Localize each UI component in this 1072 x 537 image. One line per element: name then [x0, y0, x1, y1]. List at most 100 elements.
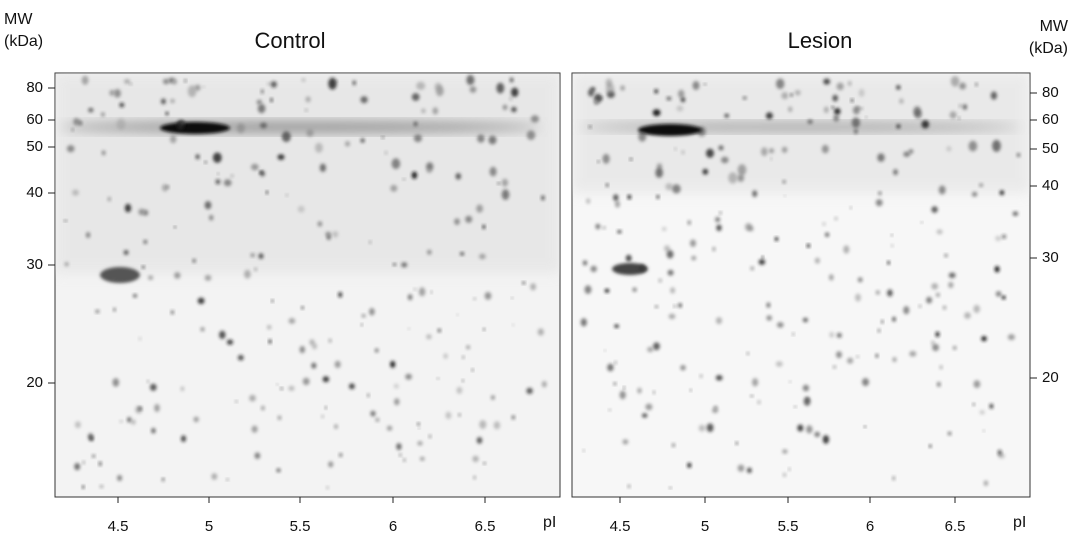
gel-spot	[403, 458, 406, 462]
gel-spot	[776, 78, 785, 90]
gel-spot	[345, 141, 350, 147]
gel-spot	[381, 136, 385, 139]
gel-spot	[652, 390, 656, 394]
gel-spot	[728, 172, 738, 184]
gel-spot	[655, 167, 663, 178]
gel-spot	[645, 403, 653, 411]
gel-spot	[501, 189, 510, 200]
gel-spot	[411, 171, 418, 179]
gel-spot	[112, 278, 115, 281]
gel-spot	[204, 201, 212, 210]
gel-spot	[747, 467, 752, 473]
panel-title: Lesion	[788, 28, 853, 53]
gel-spot	[814, 431, 820, 438]
gel-spot	[676, 105, 684, 112]
gel-spot	[211, 473, 218, 480]
y-tick-label: 50	[26, 138, 43, 155]
gel-spot	[170, 310, 175, 315]
gel-spot	[461, 379, 464, 383]
gel-spot	[793, 405, 797, 408]
gel-spot	[537, 328, 544, 336]
gel-spot	[476, 204, 483, 213]
gel-spot	[997, 449, 1002, 456]
gel-spot	[783, 194, 786, 197]
gel-spot	[170, 98, 175, 104]
gel-spot	[87, 433, 94, 441]
gel-spot	[948, 281, 954, 289]
gel-spot	[847, 357, 854, 364]
gel-spot	[952, 345, 957, 350]
gel-spot	[892, 357, 897, 363]
axis-unit: (kDa)	[1029, 40, 1068, 57]
gel-spot	[511, 415, 516, 420]
gel-spot	[995, 235, 1001, 242]
gel-spot	[66, 145, 75, 153]
gel-spot	[750, 266, 755, 271]
gel-spot	[999, 190, 1005, 196]
gel-spot	[541, 381, 547, 388]
gel-spot	[972, 403, 975, 406]
gel-spot	[413, 134, 422, 143]
gel-spot	[456, 313, 459, 316]
gel-spot	[914, 110, 923, 119]
gel-spot	[322, 376, 330, 383]
gel-spot	[958, 104, 963, 108]
gel-spot	[652, 109, 661, 117]
gel-spot	[75, 421, 81, 429]
gel-spot	[903, 306, 910, 315]
gel-spot	[582, 260, 588, 266]
gel-spot	[321, 414, 324, 419]
gel-spot	[995, 291, 1002, 297]
gel-spot	[899, 98, 904, 104]
gel-spot	[154, 404, 160, 412]
gel-spot	[88, 107, 94, 113]
gel-spot	[418, 287, 426, 297]
gel-spot	[71, 128, 74, 132]
axis-label: MW	[1040, 18, 1069, 35]
gel-spot	[782, 472, 787, 477]
gel-spot	[79, 121, 83, 126]
gel-spot	[890, 234, 893, 237]
gel-spot	[151, 427, 156, 434]
gel-spot	[173, 226, 177, 229]
gel-spot	[187, 85, 197, 98]
gel-spot	[887, 260, 890, 265]
gel-spot	[512, 323, 515, 327]
gel-spot	[887, 289, 893, 297]
gel-spot	[180, 386, 185, 392]
gel-spot	[411, 93, 420, 101]
gel-spot	[261, 405, 265, 411]
gel-spot	[124, 203, 132, 213]
gel-spot	[170, 135, 177, 144]
gel-spot	[417, 422, 420, 426]
gel-spot	[615, 200, 620, 208]
gel-spot	[990, 91, 998, 100]
gel-spot	[715, 375, 723, 381]
gel-spot	[790, 93, 793, 97]
gel-spot	[305, 96, 311, 103]
gel-spot	[370, 410, 376, 417]
gel-spot	[903, 151, 911, 157]
gel-spot	[530, 115, 540, 123]
gel-image	[572, 73, 1030, 489]
gel-spot	[582, 449, 585, 452]
gel-spot	[100, 112, 105, 117]
gel-spot	[428, 434, 432, 439]
gel-spot	[946, 146, 952, 152]
gel-spot	[511, 297, 514, 299]
gel-spot	[146, 380, 150, 383]
gel-spot	[311, 362, 317, 369]
gel-spot	[301, 306, 304, 310]
gel-spot	[473, 475, 476, 480]
gel-spot	[360, 96, 368, 104]
gel-spot	[202, 85, 205, 88]
gel-spot	[396, 443, 402, 451]
gel-spot	[226, 339, 234, 345]
gel-spot	[526, 387, 533, 394]
gel-spot	[971, 191, 978, 197]
gel-spot	[483, 462, 486, 465]
gel-spot	[209, 214, 214, 221]
gel-spot	[877, 328, 881, 333]
gel-spot	[352, 80, 357, 86]
